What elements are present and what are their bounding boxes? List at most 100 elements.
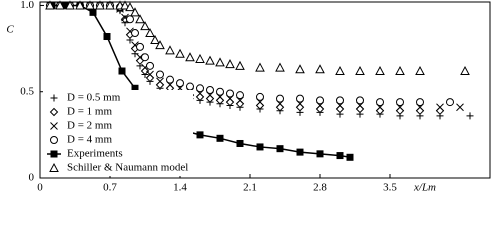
data-point	[175, 48, 185, 58]
data-point	[195, 53, 205, 63]
data-point	[155, 80, 165, 90]
data-point	[145, 73, 155, 83]
data-point	[375, 106, 385, 115]
legend-label: D = 2 mm	[67, 120, 112, 132]
data-point	[155, 40, 165, 50]
data-point	[236, 139, 244, 147]
data-point	[215, 57, 225, 67]
data-point	[355, 104, 365, 114]
data-point	[95, 0, 105, 10]
data-point	[166, 75, 174, 84]
legend-label: D = 4 mm	[67, 134, 112, 146]
data-point	[235, 99, 245, 109]
data-point	[118, 67, 126, 75]
data-point	[195, 92, 205, 102]
data-point	[316, 96, 324, 105]
data-point	[435, 106, 445, 115]
data-point	[65, 0, 75, 10]
data-point	[256, 143, 264, 151]
data-point	[206, 86, 214, 94]
data-point	[456, 103, 464, 112]
data-point	[186, 82, 194, 91]
data-point	[336, 152, 344, 160]
data-point	[396, 98, 404, 107]
x-tick-label: 0.7	[103, 182, 117, 194]
data-point	[275, 62, 285, 72]
legend-label: D = 0.5 mm	[67, 92, 121, 104]
y-axis-label: C	[6, 24, 14, 36]
data-point	[205, 55, 215, 65]
data-point	[395, 65, 405, 76]
data-point	[275, 103, 285, 112]
chart: C x/Lm 0 0.5 1.0 0 0.7 1.4 2.1 2.8 3.5 D = 0.5 mm…	[6, 0, 491, 194]
data-point	[105, 0, 115, 10]
data-point	[255, 101, 265, 110]
legend-marker	[50, 122, 58, 130]
legend-box	[43, 90, 193, 176]
data-point	[136, 42, 144, 51]
plot-frame	[39, 1, 491, 179]
data-point	[295, 64, 305, 74]
data-point	[131, 29, 139, 38]
data-point	[466, 112, 474, 120]
data-point	[85, 0, 95, 10]
data-point	[236, 91, 244, 100]
legend-label: D = 1 mm	[67, 106, 112, 118]
legend-marker	[49, 162, 59, 172]
data-point	[395, 106, 405, 115]
data-point	[126, 15, 134, 24]
data-point	[156, 77, 164, 86]
data-point	[295, 103, 305, 112]
data-point	[225, 59, 235, 69]
data-point	[460, 65, 470, 76]
data-point	[140, 21, 150, 31]
data-point	[296, 148, 304, 156]
data-point	[315, 64, 325, 74]
data-point	[145, 27, 155, 38]
data-point	[165, 45, 175, 55]
data-point	[150, 34, 160, 44]
data-point	[416, 98, 424, 107]
y-tick-label: 0.5	[20, 85, 34, 97]
data-point	[235, 60, 245, 70]
data-point	[196, 84, 204, 93]
data-point	[146, 61, 154, 70]
data-point	[335, 104, 345, 114]
data-point	[205, 94, 215, 103]
x-tick-label: 2.1	[243, 182, 257, 194]
data-point	[196, 131, 204, 139]
data-point	[125, 2, 135, 12]
data-point	[135, 14, 145, 24]
data-point	[436, 103, 444, 112]
data-point	[215, 96, 225, 105]
data-point	[335, 65, 345, 76]
data-point	[156, 70, 164, 79]
legend-label: Schiller & Naumann model	[67, 162, 188, 174]
legend-marker	[50, 94, 58, 102]
legend-label: Experiments	[67, 148, 123, 160]
data-point	[375, 65, 385, 76]
data-point	[141, 53, 149, 62]
legend-marker	[50, 150, 58, 158]
data-point	[315, 104, 325, 114]
data-point	[216, 134, 224, 142]
data-point	[89, 8, 97, 16]
data-point	[415, 106, 425, 115]
data-point	[296, 94, 304, 103]
data-point	[376, 98, 384, 107]
data-point	[415, 65, 425, 76]
data-point	[355, 65, 365, 76]
data-point	[55, 0, 65, 10]
data-point	[120, 0, 130, 10]
y-tick-label: 0	[29, 172, 35, 184]
data-point	[446, 98, 454, 107]
data-point	[130, 7, 140, 17]
data-point	[256, 92, 264, 101]
x-axis-label: x/Lm	[413, 182, 436, 194]
data-point	[356, 96, 364, 105]
x-tick-label: 1.4	[173, 182, 187, 194]
data-point	[255, 62, 265, 72]
data-point	[336, 96, 344, 105]
data-point	[45, 0, 55, 10]
data-point	[103, 33, 111, 41]
